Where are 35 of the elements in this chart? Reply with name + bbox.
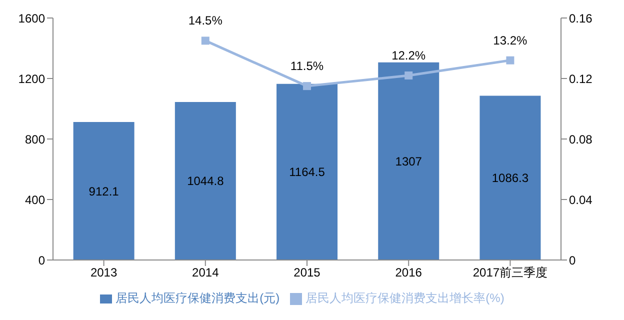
data-label: 11.5%	[290, 59, 324, 74]
y-tick-label: 1200	[18, 72, 46, 86]
y2-tick-label: 0.16	[569, 11, 593, 26]
x-tick-label: 2013	[90, 266, 118, 280]
y-tick-label: 1600	[18, 11, 46, 26]
point	[201, 36, 210, 45]
bar	[378, 62, 440, 260]
point	[303, 82, 311, 90]
data-label: 1086.3	[492, 171, 529, 186]
y2-tick-label: 0.08	[569, 132, 593, 146]
x-tick-label: 2017前三季度	[472, 266, 548, 280]
legend-label: 居民人均医疗保健消费支出增长率(%)	[306, 291, 504, 305]
point	[506, 56, 514, 64]
y2-tick-label: 0.12	[569, 72, 593, 86]
data-label: 1164.5	[289, 165, 326, 180]
data-label: 1044.8	[187, 174, 224, 188]
legend-label: 居民人均医疗保健消费支出(元)	[116, 291, 280, 305]
bar	[480, 96, 541, 260]
bar	[276, 84, 338, 260]
y2-tick-label: 0	[569, 253, 576, 268]
data-label: 912.1	[88, 184, 120, 198]
data-label: 14.5%	[188, 14, 223, 28]
y-tick-label: 800	[24, 132, 46, 146]
x-tick-label: 2014	[192, 266, 220, 280]
y-tick-label: 400	[24, 192, 46, 207]
data-label: 12.2%	[392, 48, 426, 62]
data-label: 13.2%	[493, 33, 528, 48]
bar	[174, 102, 236, 260]
point	[404, 71, 413, 80]
data-label: 1307	[395, 154, 422, 168]
y-tick-label: 0	[38, 253, 46, 268]
x-tick-label: 2015	[294, 266, 321, 280]
x-tick-label: 2016	[395, 266, 422, 280]
bar	[73, 122, 134, 260]
y2-tick-label: 0.04	[569, 192, 593, 207]
